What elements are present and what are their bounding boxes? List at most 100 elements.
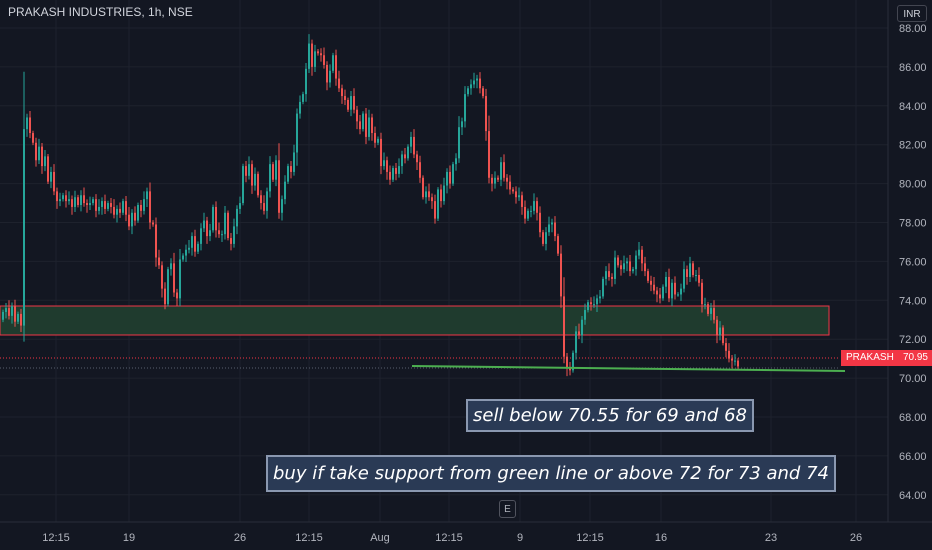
candle-body: [734, 360, 736, 362]
y-tick-label: 78.00: [899, 218, 927, 230]
candle-body: [242, 166, 244, 204]
candle-body: [605, 271, 607, 279]
events-button[interactable]: E: [499, 500, 516, 518]
candle-body: [572, 352, 574, 371]
candle-body: [530, 210, 532, 212]
candle-body: [458, 127, 460, 159]
candle-body: [374, 133, 376, 143]
candle-body: [470, 84, 472, 89]
x-tick-label: 16: [655, 532, 667, 544]
candle-body: [269, 164, 271, 192]
x-axis[interactable]: 12:15 19 26 12:15 Aug 12:15 9 12:15 16 23 26: [42, 532, 862, 544]
candle-body: [215, 206, 217, 231]
candle-body: [455, 158, 457, 165]
candle-body: [590, 302, 592, 305]
candle-body: [65, 195, 67, 202]
candle-body: [170, 263, 172, 270]
green-trendline[interactable]: [411, 365, 846, 372]
candle-body: [119, 208, 121, 213]
candle-body: [389, 171, 391, 180]
candle-body: [23, 129, 25, 326]
candle-body: [644, 263, 646, 272]
y-tick-label: 70.00: [899, 373, 927, 385]
candle-body: [428, 191, 430, 198]
candle-body: [194, 236, 196, 252]
candle-body: [296, 113, 298, 153]
currency-badge[interactable]: INR: [897, 5, 927, 22]
candle-body: [341, 88, 343, 97]
x-tick-label: 26: [234, 532, 246, 544]
candle-body: [686, 269, 688, 277]
candle-body: [536, 201, 538, 213]
y-tick-label: 80.00: [899, 179, 927, 191]
candle-body: [608, 271, 610, 277]
candle-body: [56, 191, 58, 202]
candle-body: [380, 138, 382, 167]
candle-body: [521, 195, 523, 207]
candle-body: [302, 94, 304, 102]
grid-lines: [0, 0, 888, 522]
candle-body: [206, 220, 208, 237]
candle-body: [323, 55, 325, 65]
candle-body: [386, 160, 388, 172]
y-axis[interactable]: 88.00 86.00 84.00 82.00 80.00 78.00 76.00 74.00…: [899, 23, 927, 502]
candle-body: [527, 210, 529, 219]
candle-body: [566, 356, 568, 369]
candle-body: [710, 308, 712, 314]
candle-body: [335, 55, 337, 79]
candle-body: [191, 236, 193, 248]
candle-body: [725, 343, 727, 351]
candle-body: [548, 224, 550, 233]
candle-body: [251, 164, 253, 186]
candles: [2, 34, 739, 377]
candle-body: [431, 197, 433, 202]
symbol-legend[interactable]: PRAKASH INDUSTRIES, 1h, NSE: [8, 5, 193, 19]
candle-body: [533, 201, 535, 211]
x-tick-label: 12:15: [576, 532, 604, 544]
candle-body: [68, 199, 70, 202]
candle-body: [128, 214, 130, 227]
candle-body: [248, 164, 250, 176]
candle-body: [38, 146, 40, 161]
candle-body: [164, 288, 166, 305]
candle-body: [41, 146, 43, 167]
candle-body: [146, 191, 148, 200]
candle-body: [137, 204, 139, 221]
candle-body: [479, 78, 481, 89]
candle-body: [26, 117, 28, 130]
candle-body: [71, 199, 73, 207]
candle-body: [611, 276, 613, 279]
x-tick-label: 12:15: [42, 532, 70, 544]
candle-body: [338, 78, 340, 89]
sell-annotation[interactable]: sell below 70.55 for 69 and 68: [466, 399, 754, 432]
candle-body: [173, 263, 175, 293]
candle-body: [722, 327, 724, 344]
buy-annotation[interactable]: buy if take support from green line or a…: [266, 455, 836, 492]
candle-body: [149, 191, 151, 223]
candle-body: [197, 243, 199, 252]
support-zone: [0, 305, 830, 336]
candle-body: [281, 199, 283, 213]
candle-body: [371, 117, 373, 134]
y-tick-label: 74.00: [899, 295, 927, 307]
candle-body: [443, 185, 445, 202]
candle-body: [167, 269, 169, 305]
candle-body: [407, 146, 409, 159]
y-tick-label: 68.00: [899, 412, 927, 424]
candle-body: [284, 181, 286, 200]
candle-body: [668, 276, 670, 299]
candle-body: [446, 171, 448, 186]
candle-body: [326, 64, 328, 83]
candle-body: [557, 236, 559, 254]
candle-body: [113, 206, 115, 215]
candle-body: [398, 166, 400, 174]
candle-body: [152, 222, 154, 225]
candle-body: [92, 199, 94, 204]
candle-body: [656, 290, 658, 295]
candle-body: [350, 96, 352, 110]
candle-body: [8, 308, 10, 316]
x-tick-label: 19: [123, 532, 135, 544]
candle-body: [230, 238, 232, 244]
x-tick-label: 12:15: [295, 532, 323, 544]
